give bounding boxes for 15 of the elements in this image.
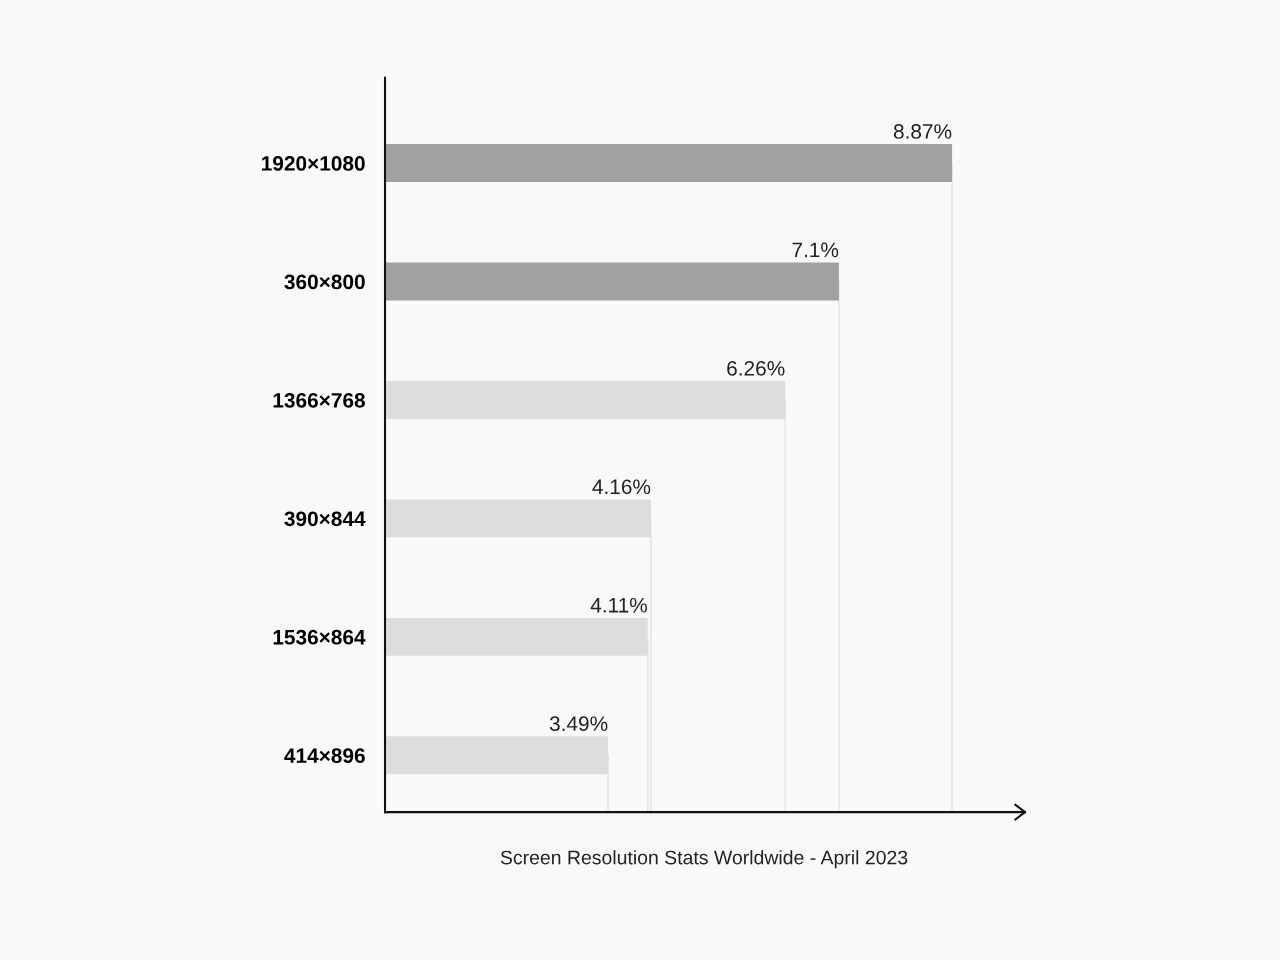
y-tick-label: 360×800	[284, 274, 365, 290]
data-label: 4.16%	[592, 479, 651, 495]
bar	[385, 144, 953, 182]
y-tick-label: 390×844	[284, 511, 366, 527]
text: Screen Resolution Stats Worldwide - April 2023	[500, 850, 908, 869]
y-tick-label: 414×896	[284, 748, 365, 764]
data-label: 8.87%	[893, 124, 952, 139]
data-label: 4.11%	[590, 597, 648, 613]
y-tick-label: 1536×864	[273, 629, 366, 645]
data-label: 7.1%	[792, 242, 839, 258]
y-tick-label: 1920×1080	[262, 156, 365, 171]
data-label: 6.26%	[727, 360, 785, 376]
y-tick-label: 1366×768	[273, 392, 365, 408]
data-label: 3.49%	[549, 716, 608, 732]
bar	[385, 262, 839, 301]
